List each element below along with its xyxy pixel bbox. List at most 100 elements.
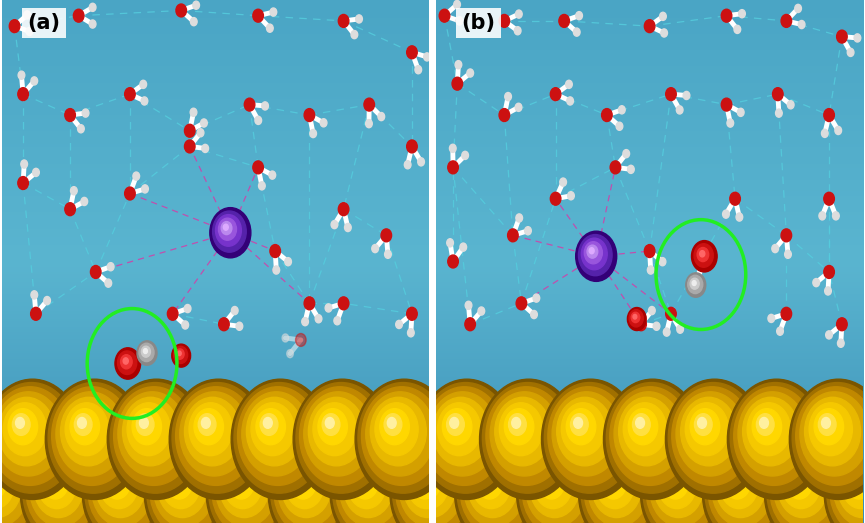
Circle shape (26, 27, 33, 36)
Circle shape (837, 339, 844, 347)
Circle shape (690, 408, 720, 445)
Circle shape (827, 444, 865, 523)
Circle shape (842, 462, 865, 509)
Circle shape (255, 116, 261, 124)
Circle shape (730, 192, 740, 205)
Circle shape (395, 444, 475, 523)
Circle shape (310, 130, 317, 138)
Circle shape (465, 318, 476, 331)
Circle shape (219, 318, 229, 331)
Circle shape (208, 444, 288, 523)
Circle shape (596, 462, 634, 509)
Circle shape (700, 251, 705, 257)
Circle shape (48, 475, 56, 484)
Circle shape (184, 304, 191, 313)
Circle shape (351, 30, 358, 39)
Circle shape (798, 20, 805, 29)
Circle shape (202, 144, 208, 153)
Circle shape (643, 444, 722, 523)
Circle shape (193, 1, 200, 9)
Circle shape (499, 109, 509, 121)
Circle shape (18, 71, 25, 79)
Circle shape (576, 231, 617, 281)
Circle shape (790, 472, 805, 491)
Circle shape (358, 382, 448, 493)
Circle shape (381, 229, 392, 242)
Circle shape (302, 317, 309, 326)
Circle shape (167, 308, 178, 320)
Circle shape (448, 161, 458, 174)
Circle shape (266, 24, 273, 32)
Circle shape (782, 462, 820, 509)
Circle shape (406, 457, 455, 518)
Circle shape (370, 397, 426, 466)
Circle shape (742, 397, 798, 466)
Circle shape (786, 467, 812, 499)
Circle shape (190, 18, 197, 26)
Circle shape (105, 279, 112, 287)
Circle shape (45, 379, 144, 499)
Circle shape (770, 448, 841, 523)
Circle shape (633, 314, 637, 319)
Circle shape (0, 448, 35, 523)
Circle shape (663, 328, 670, 336)
Circle shape (636, 318, 646, 331)
Circle shape (686, 273, 706, 297)
Circle shape (446, 414, 465, 435)
Circle shape (285, 258, 292, 266)
Circle shape (166, 467, 192, 499)
Circle shape (65, 109, 75, 121)
Circle shape (452, 77, 463, 90)
Circle shape (419, 472, 434, 491)
Circle shape (16, 417, 24, 428)
Circle shape (10, 20, 20, 32)
Circle shape (144, 349, 147, 354)
Circle shape (793, 475, 801, 484)
Circle shape (184, 124, 195, 137)
Circle shape (628, 408, 657, 445)
Circle shape (734, 25, 740, 33)
Circle shape (756, 414, 774, 435)
Circle shape (296, 334, 306, 346)
Circle shape (154, 452, 215, 523)
Circle shape (333, 444, 413, 523)
Circle shape (274, 448, 345, 523)
Circle shape (697, 247, 708, 262)
Circle shape (282, 334, 289, 342)
Circle shape (776, 109, 782, 117)
Circle shape (702, 441, 789, 523)
Circle shape (141, 346, 151, 357)
Circle shape (253, 161, 264, 174)
Circle shape (573, 28, 580, 36)
Circle shape (835, 127, 842, 134)
Circle shape (238, 386, 318, 485)
Circle shape (412, 467, 438, 499)
Circle shape (462, 151, 469, 160)
Circle shape (787, 101, 794, 109)
Circle shape (336, 448, 407, 523)
Circle shape (123, 358, 128, 364)
Circle shape (220, 457, 269, 518)
Circle shape (201, 119, 208, 127)
Circle shape (566, 80, 573, 88)
Circle shape (846, 467, 865, 499)
Circle shape (790, 379, 865, 499)
Circle shape (632, 414, 650, 435)
Circle shape (273, 266, 279, 274)
Circle shape (223, 224, 228, 230)
Circle shape (781, 229, 791, 242)
Circle shape (82, 109, 89, 117)
Circle shape (125, 88, 135, 100)
Circle shape (834, 452, 865, 523)
Circle shape (450, 417, 458, 428)
Circle shape (91, 266, 101, 278)
Circle shape (228, 467, 254, 499)
Circle shape (809, 403, 852, 456)
Circle shape (322, 414, 340, 435)
Circle shape (627, 308, 646, 331)
Circle shape (137, 414, 154, 435)
Circle shape (533, 294, 540, 302)
Circle shape (753, 408, 782, 445)
Circle shape (299, 386, 380, 485)
Circle shape (82, 441, 169, 523)
